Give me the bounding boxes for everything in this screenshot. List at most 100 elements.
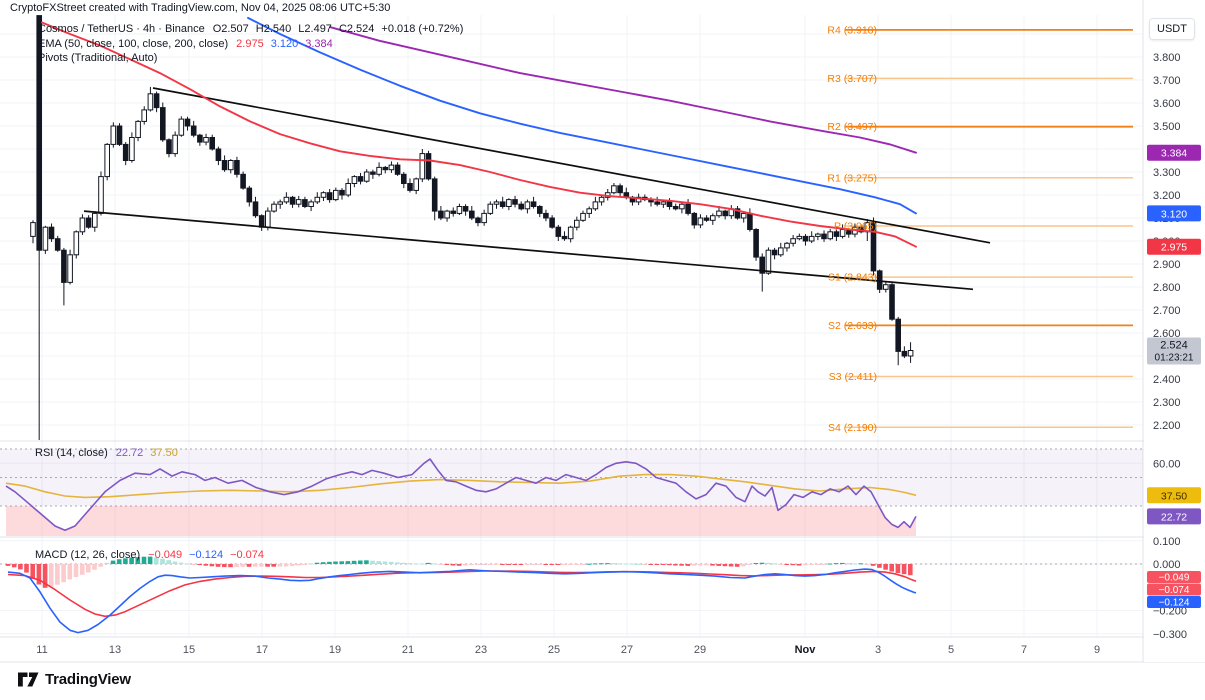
macd-histogram-bar <box>407 563 412 565</box>
candle-down <box>221 160 228 171</box>
macd-histogram-bar <box>104 562 110 564</box>
macd-histogram-bar <box>265 564 270 567</box>
macd-histogram-bar <box>228 564 233 568</box>
candle-up <box>635 196 642 203</box>
macd-histogram-bar <box>543 564 548 565</box>
currency-toggle-button[interactable]: USDT <box>1149 18 1195 40</box>
candle-down <box>382 166 389 171</box>
macd-histogram-bar <box>518 564 524 565</box>
ema-row: EMA (50, close, 100, close, 200, close) … <box>38 37 463 52</box>
candle-down <box>889 284 895 320</box>
candle-down <box>215 148 222 161</box>
candle-down <box>543 212 549 219</box>
macd-histogram-bar <box>351 560 357 564</box>
main-price-pane[interactable]: R4 (3.918) R3 (3.707) R2 (3.497) R1 (3.275)… <box>30 15 1133 444</box>
macd-histogram-bar <box>512 564 518 565</box>
candle-down <box>469 210 475 219</box>
candle-down <box>499 201 506 207</box>
macd-histogram-bar <box>790 564 796 566</box>
price-tick-label: 3.500 <box>1153 121 1181 133</box>
candle-up <box>883 284 889 290</box>
rsi-oversold-fill <box>6 506 916 536</box>
macd-tick-label: 0.100 <box>1153 536 1181 548</box>
macd-histogram-bar <box>327 561 332 564</box>
macd-badge <box>1147 596 1201 608</box>
candle-down <box>759 256 766 274</box>
candle-up <box>660 201 667 205</box>
price-tick-label: 2.400 <box>1153 374 1181 386</box>
time-axis[interactable]: 11 13 15 17 19 21 23 25 27 29 Nov 3 5 7 9 <box>36 644 1100 656</box>
trendline[interactable] <box>83 210 974 291</box>
candle-down <box>258 215 265 228</box>
candle-down <box>357 176 364 182</box>
last-price-countdown: 01:23:21 <box>1155 353 1194 364</box>
macd-histogram-bar <box>314 562 320 564</box>
ema-price-badge-text: 2.975 <box>1161 242 1187 254</box>
candle-up <box>333 189 339 201</box>
candle-down <box>122 143 129 161</box>
tradingview-logo[interactable]: TradingView <box>18 671 131 688</box>
macd-histogram-bar <box>883 564 888 570</box>
macd-histogram-bar <box>246 564 252 567</box>
macd-pane[interactable] <box>0 556 1143 634</box>
candle-up <box>283 196 290 203</box>
macd-histogram-bar <box>376 561 382 564</box>
chart-plot-area[interactable]: R4 (3.918) R3 (3.707) R2 (3.497) R1 (3.275)… <box>0 0 1205 664</box>
ohlc-change: +0.018 (+0.72%) <box>381 23 464 35</box>
macd-histogram-bar <box>654 564 660 565</box>
trendline[interactable] <box>152 87 991 244</box>
candle-up <box>710 215 716 221</box>
macd-histogram-bar <box>110 560 116 564</box>
macd-histogram-bar <box>673 564 678 566</box>
macd-histogram-bar <box>833 563 839 565</box>
candle-down <box>747 212 753 230</box>
macd-histogram-bar <box>86 564 91 573</box>
macd-histogram-bar <box>691 564 697 566</box>
candle-up <box>456 206 463 214</box>
candle-down <box>654 201 661 205</box>
ema-label: EMA (50, close, 100, close, 200, close) <box>38 37 229 50</box>
price-tick-label: 3.200 <box>1153 190 1181 202</box>
macd-histogram-bar <box>401 562 406 564</box>
macd-histogram-bar <box>370 560 375 564</box>
macd-histogram-bar <box>858 563 864 565</box>
candle-up <box>790 238 796 244</box>
ema50-line <box>41 21 917 248</box>
rsi-label: RSI (14, close) <box>35 447 108 459</box>
macd-histogram-bar <box>617 563 623 565</box>
macd-histogram-bar <box>98 564 103 567</box>
rsi-value: 22.72 <box>115 447 144 459</box>
candle-down <box>722 210 729 217</box>
macd-histogram-bar <box>679 564 684 566</box>
candle-down <box>85 217 92 228</box>
price-tick-label: 2.700 <box>1153 305 1181 317</box>
price-tick-label: 3.700 <box>1153 75 1181 87</box>
pivot-label: S1 (2.843) <box>828 272 877 284</box>
macd-histogram-bar <box>802 564 808 566</box>
time-tick-label: Nov <box>795 644 817 656</box>
candle-up <box>295 199 302 205</box>
rsi-pane[interactable] <box>0 448 1143 536</box>
macd-histogram-bar <box>240 564 246 567</box>
pivot-label: R2 (3.497) <box>827 121 877 133</box>
candle-up <box>351 176 358 185</box>
macd-histogram-bar <box>425 562 431 564</box>
macd-histogram-bar <box>722 564 728 567</box>
candle-down <box>833 231 840 237</box>
candle-up <box>135 120 141 139</box>
macd-histogram-bar <box>320 562 326 564</box>
candle-up <box>567 226 574 240</box>
ema-price-badge <box>1147 205 1201 222</box>
macd-histogram-bar <box>623 563 629 565</box>
candle-down <box>666 201 673 207</box>
macd-histogram-bar <box>215 564 221 567</box>
macd-histogram-bar <box>772 563 777 565</box>
macd-histogram-bar <box>30 564 35 579</box>
macd-histogram-bar <box>178 562 184 564</box>
price-axis[interactable]: 3.8003.7003.6003.5003.4003.3003.2003.100… <box>1144 0 1205 662</box>
macd-histogram-bar <box>784 564 789 565</box>
candle-up <box>178 118 185 136</box>
macd-histogram-bar <box>358 560 363 564</box>
candle-down <box>518 203 525 210</box>
candle-down <box>326 192 333 201</box>
